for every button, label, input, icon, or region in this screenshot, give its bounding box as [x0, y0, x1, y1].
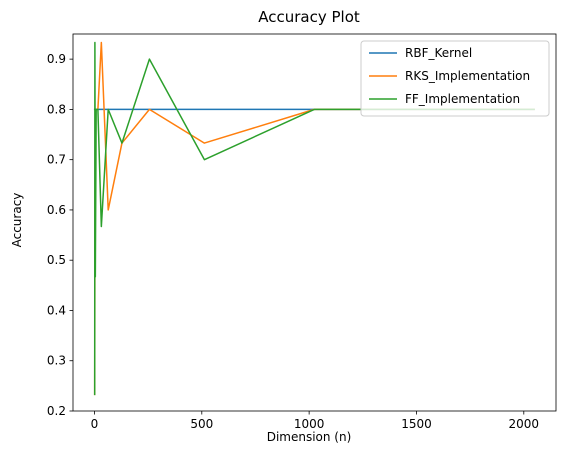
y-tick-label: 0.8: [47, 102, 66, 116]
legend-box: [360, 40, 550, 117]
y-tick-label: 0.7: [47, 153, 66, 167]
x-tick-label: 0: [91, 417, 99, 431]
x-axis-label: Dimension (n): [267, 430, 352, 444]
legend-label: FF_Implementation: [405, 92, 520, 106]
x-tick-label: 500: [190, 417, 213, 431]
y-tick-label: 0.6: [47, 203, 66, 217]
x-tick-label: 1000: [294, 417, 325, 431]
legend-label: RKS_Implementation: [405, 69, 530, 83]
y-tick-label: 0.9: [47, 52, 66, 66]
x-tick-label: 1500: [401, 417, 432, 431]
legend-label: RBF_Kernel: [405, 46, 472, 60]
y-tick-label: 0.2: [47, 404, 66, 418]
y-tick-label: 0.3: [47, 354, 66, 368]
y-tick-label: 0.5: [47, 253, 66, 267]
x-tick-label: 2000: [509, 417, 540, 431]
plot-frame: [72, 33, 557, 412]
y-axis-label: Accuracy: [10, 193, 24, 248]
y-tick-label: 0.4: [47, 303, 66, 317]
series-line-ff-implementation: [93, 41, 535, 396]
chart-title: Accuracy Plot: [258, 8, 360, 26]
